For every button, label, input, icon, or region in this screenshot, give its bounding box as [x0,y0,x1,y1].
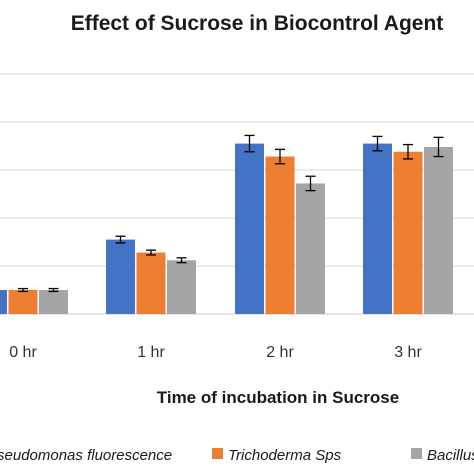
legend-item: Bacillus subtilis [411,447,474,464]
legend-item: Pseudomonas fluorescence [0,447,172,464]
error-bar [176,257,187,264]
error-bar [146,249,156,256]
bar [235,143,264,314]
error-bar [372,135,383,152]
bar [39,290,68,314]
legend-swatch [212,448,223,459]
error-bars [18,134,444,293]
bar [106,239,135,314]
x-tick-label: 0 hr [9,344,37,361]
legend: Pseudomonas fluorescence Trichoderma Sps B… [0,447,474,464]
bar [136,252,166,314]
x-tick-label: 3 hr [394,344,422,361]
error-bar [305,175,316,192]
error-bar [115,235,126,244]
bar [363,143,392,314]
x-axis-label: Time of incubation in Sucrose [157,388,399,407]
legend-label: Pseudomonas fluorescence [0,447,172,464]
bar [424,146,453,314]
bar [296,183,325,314]
error-bar [433,136,444,158]
legend-swatch [411,448,422,459]
x-tick-labels: 0 hr 1 hr 2 hr 3 hr [9,344,422,361]
legend-label: Bacillus subtilis [427,447,474,464]
legend-item: Trichoderma Sps [212,447,342,464]
error-bar [244,134,255,153]
x-tick-label: 2 hr [266,344,294,361]
legend-label: Trichoderma Sps [228,447,342,464]
error-bar [275,148,285,165]
bar [393,151,423,314]
bars [0,143,453,314]
error-bar [48,287,59,293]
bar [8,290,38,314]
bar [167,260,196,314]
error-bar [403,143,413,160]
chart-title: Effect of Sucrose in Biocontrol Agent [71,12,444,35]
x-tick-label: 1 hr [137,344,165,361]
error-bar [18,287,28,293]
bar [265,156,295,314]
bar [0,290,7,314]
